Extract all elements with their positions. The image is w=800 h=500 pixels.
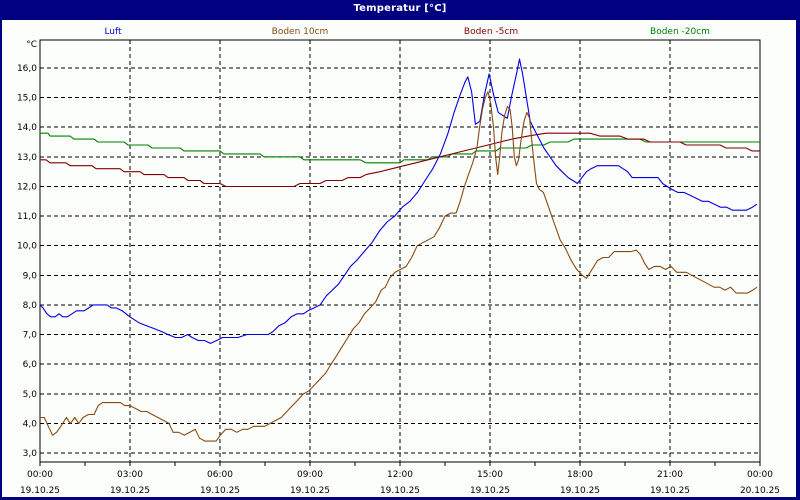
x-tick-date: 20.10.25 xyxy=(740,486,780,496)
series-boden-10cm xyxy=(40,91,758,442)
y-tick-label: 10,0 xyxy=(17,242,37,252)
x-tick-time: 03:00 xyxy=(117,470,143,480)
x-tick-time: 18:00 xyxy=(567,470,593,480)
x-tick-date: 19.10.25 xyxy=(200,486,240,496)
y-tick-label: 11,0 xyxy=(17,212,37,222)
legend-item-3: Boden -20cm xyxy=(650,27,710,37)
x-tick-date: 19.10.25 xyxy=(110,486,150,496)
series-luft xyxy=(39,58,758,344)
y-unit-label: °C xyxy=(26,40,37,50)
x-tick-time: 06:00 xyxy=(207,470,233,480)
chart-canvas: Luft Boden 10cm Boden -5cm Boden -20cm °C 16,… xyxy=(2,20,796,497)
x-tick-time: 21:00 xyxy=(657,470,683,480)
x-tick-date: 19.10.25 xyxy=(290,486,330,496)
y-tick-label: 5,0 xyxy=(23,390,38,400)
x-tick-date: 19.10.25 xyxy=(470,486,510,496)
x-tick-date: 19.10.25 xyxy=(380,486,420,496)
series-boden-20cm xyxy=(40,132,760,164)
x-tick-time: 09:00 xyxy=(297,470,323,480)
x-tick-time: 00:00 xyxy=(27,470,53,480)
x-tick-time: 00:00 xyxy=(747,470,773,480)
y-tick-label: 6,0 xyxy=(23,360,38,370)
x-tick-time: 15:00 xyxy=(477,470,503,480)
y-tick-label: 12,0 xyxy=(17,182,37,192)
legend-item-0: Luft xyxy=(104,27,122,37)
line-chart: Luft Boden 10cm Boden -5cm Boden -20cm °C 16,… xyxy=(17,27,780,496)
x-tick-date: 19.10.25 xyxy=(20,486,60,496)
legend-item-1: Boden 10cm xyxy=(272,27,329,37)
y-tick-label: 9,0 xyxy=(23,271,38,281)
y-tick-label: 4,0 xyxy=(23,419,38,429)
chart-title: Temperatur [°C] xyxy=(353,3,447,14)
y-tick-label: 16,0 xyxy=(17,64,37,74)
legend-item-2: Boden -5cm xyxy=(464,27,518,37)
y-tick-label: 8,0 xyxy=(23,301,38,311)
y-tick-label: 14,0 xyxy=(17,123,37,133)
plot-frame xyxy=(39,39,761,463)
series-boden-5cm xyxy=(40,132,760,188)
x-tick-time: 12:00 xyxy=(387,470,413,480)
x-tick-date: 19.10.25 xyxy=(560,486,600,496)
y-tick-label: 13,0 xyxy=(17,153,37,163)
y-tick-label: 15,0 xyxy=(17,94,37,104)
x-tick-date: 19.10.25 xyxy=(650,486,690,496)
y-tick-label: 7,0 xyxy=(23,331,38,341)
y-tick-label: 3,0 xyxy=(23,449,38,459)
